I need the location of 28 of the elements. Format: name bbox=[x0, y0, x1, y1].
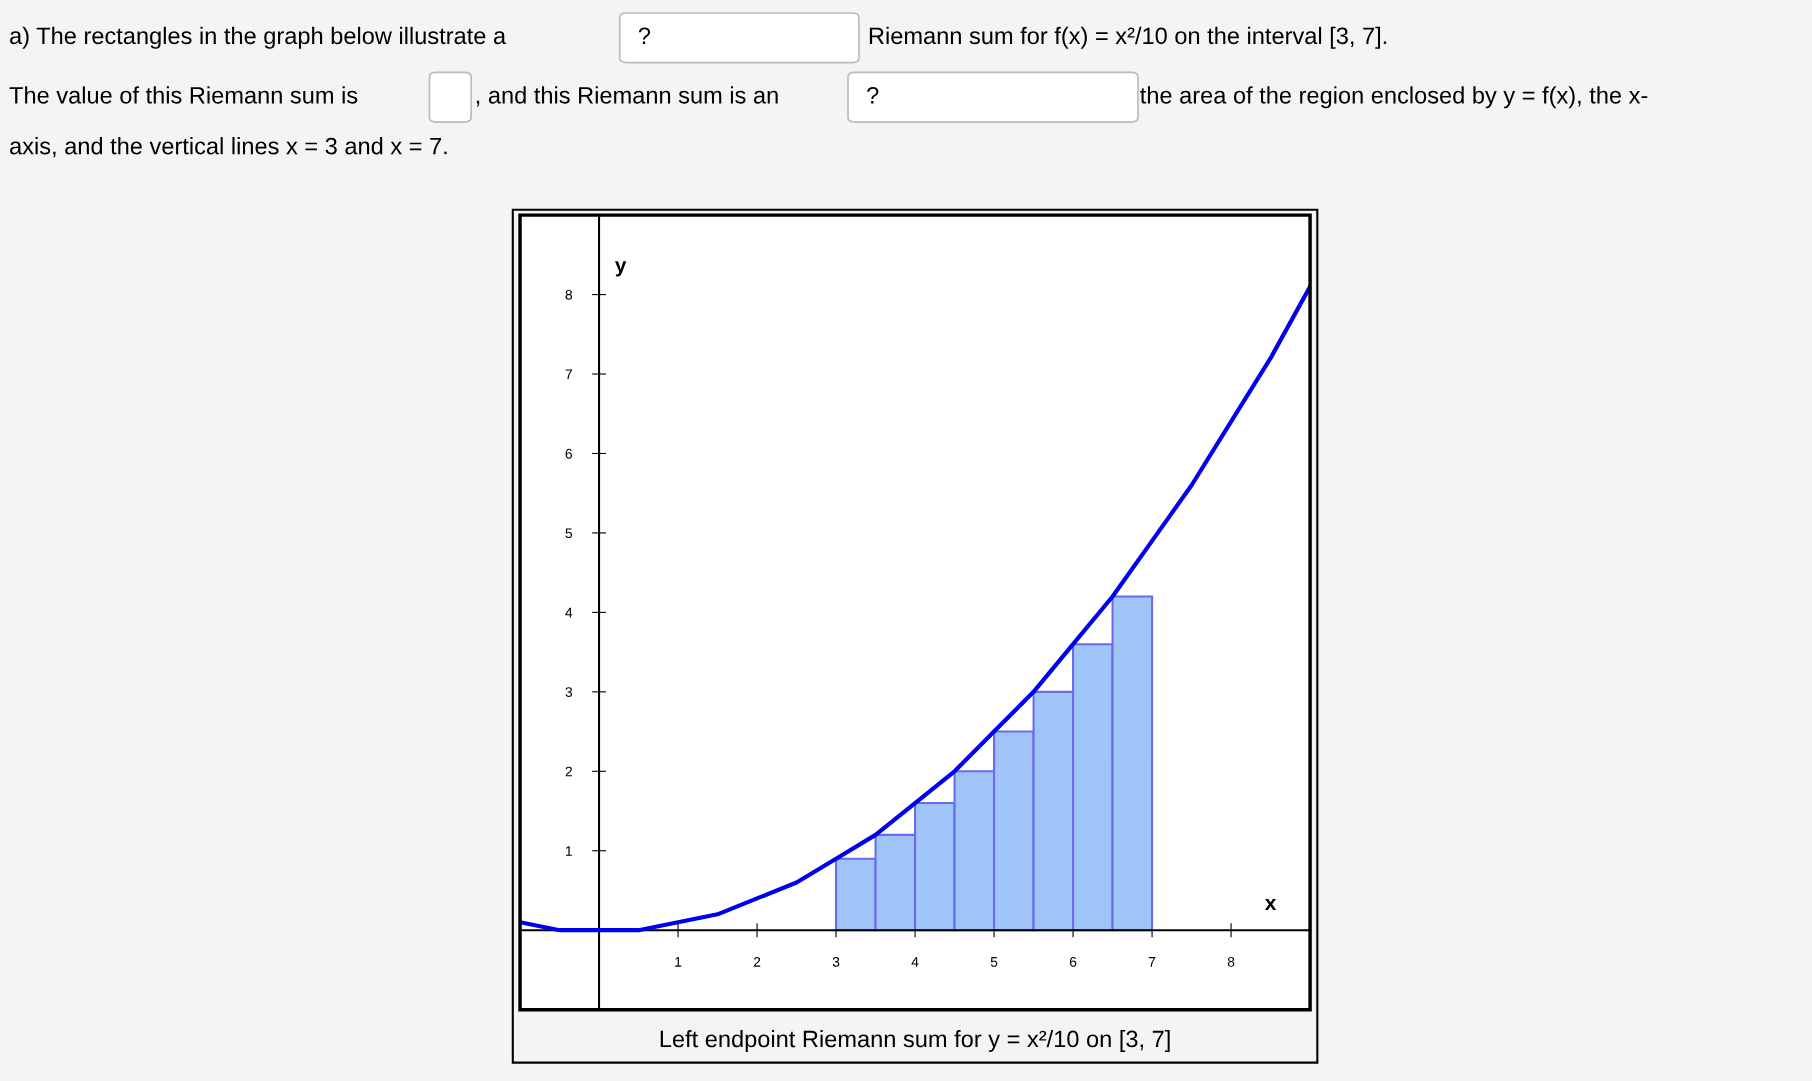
text: , and this Riemann sum is an bbox=[476, 86, 778, 107]
y-tick-label: 5 bbox=[565, 528, 573, 539]
y-tick-label: 2 bbox=[565, 766, 572, 777]
text: ? bbox=[638, 27, 651, 44]
text: axis, and the vertical lines x = 3 and x = 7. bbox=[10, 137, 447, 158]
x-tick-label: 3 bbox=[832, 956, 840, 967]
x-tick-label: 2 bbox=[753, 956, 761, 967]
x-tick-label: 1 bbox=[675, 957, 682, 967]
text: Left endpoint Riemann sum for y = x²/10 on [3, 7] bbox=[660, 1030, 1170, 1053]
x-tick-label: 5 bbox=[990, 957, 998, 967]
y-tick-label: 4 bbox=[565, 607, 573, 618]
x-tick-label: 4 bbox=[911, 957, 919, 967]
text: the area of the region enclosed by y = f(x), the x- bbox=[1140, 86, 1648, 109]
x-tick-label: 8 bbox=[1227, 956, 1235, 967]
y-tick-label: 6 bbox=[565, 448, 573, 459]
text: a) The rectangles in the graph below illustrate a bbox=[10, 26, 507, 49]
y-tick-label: 1 bbox=[565, 846, 572, 856]
y-axis-title: y bbox=[615, 261, 627, 277]
y-tick-label: 7 bbox=[565, 369, 572, 380]
text: Riemann sum for f(x) = x²/10 on the interval [3, 7]. bbox=[869, 26, 1387, 49]
text: The value of this Riemann sum is bbox=[9, 86, 358, 104]
text: ? bbox=[867, 86, 879, 104]
x-axis-title: x bbox=[1264, 898, 1277, 910]
y-tick-label: 3 bbox=[565, 687, 573, 698]
line-series bbox=[520, 284, 1311, 933]
x-tick-label: 6 bbox=[1069, 956, 1077, 967]
y-tick-label: 8 bbox=[565, 289, 573, 300]
x-tick-label: 7 bbox=[1148, 957, 1156, 967]
